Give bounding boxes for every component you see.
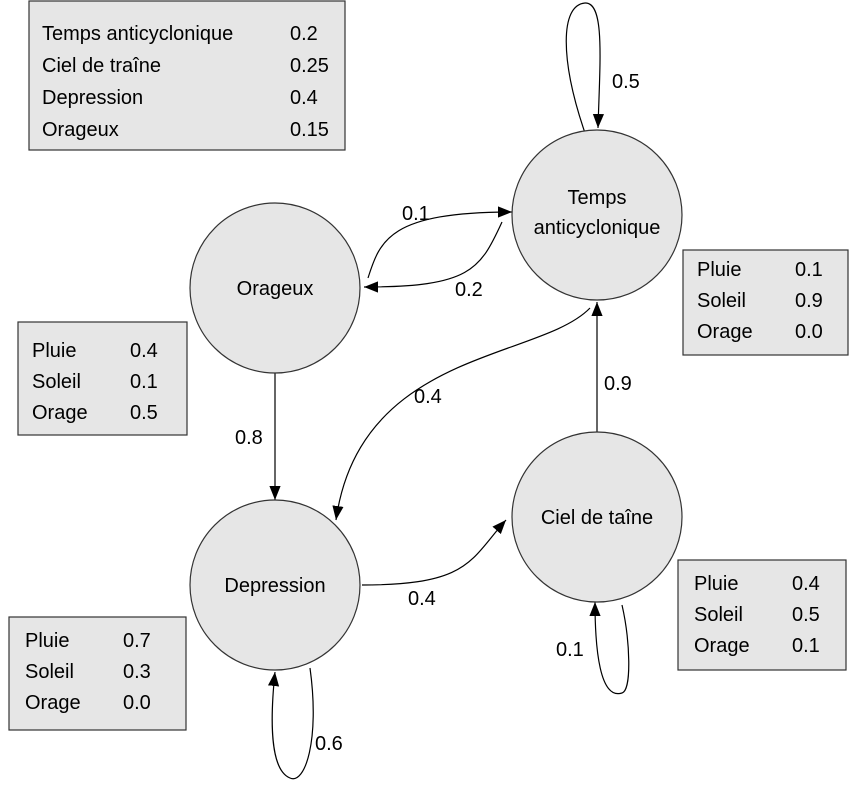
edge-label: 0.4 xyxy=(414,386,442,408)
probability: 0.25 xyxy=(290,55,329,77)
edge-label: 0.1 xyxy=(402,203,430,225)
edge-label: 0.6 xyxy=(315,733,343,755)
state-name: Orageux xyxy=(42,119,119,141)
node-label: Ciel de taîne xyxy=(541,507,653,529)
probability: 0.9 xyxy=(795,290,823,312)
probability: 0.5 xyxy=(130,402,158,424)
state-node xyxy=(189,202,361,374)
edge-arrow xyxy=(332,307,591,521)
emission-name: Orage xyxy=(25,692,81,714)
edge-label: 0.1 xyxy=(556,639,584,661)
probability: 0.5 xyxy=(792,604,820,626)
probability: 0.3 xyxy=(123,661,151,683)
node-label: Temps xyxy=(568,187,627,209)
emission-name: Pluie xyxy=(32,340,76,362)
state-node xyxy=(511,129,683,301)
initial-table: Temps anticyclonique 0.2 Ciel de traîne … xyxy=(42,23,329,141)
node-label: Depression xyxy=(224,575,325,597)
self-loop xyxy=(267,667,314,780)
state-name: Depression xyxy=(42,87,143,109)
emission-name: Pluie xyxy=(697,259,741,281)
emission-table: Pluie 0.4 Soleil 0.1 Orage 0.5 xyxy=(32,340,158,424)
state-node xyxy=(511,431,683,603)
emission-box xyxy=(677,559,847,671)
edge-label: 0.9 xyxy=(604,373,632,395)
probability: 0.7 xyxy=(123,630,151,652)
emission-table: Pluie 0.1 Soleil 0.9 Orage 0.0 xyxy=(697,259,823,343)
probability: 0.15 xyxy=(290,119,329,141)
emission-table: Pluie 0.4 Soleil 0.5 Orage 0.1 xyxy=(694,573,820,657)
state-name: Temps anticyclonique xyxy=(42,23,233,45)
self-loop xyxy=(589,601,630,695)
probability: 0.1 xyxy=(792,635,820,657)
probability: 0.4 xyxy=(290,87,318,109)
edge-label: 0.5 xyxy=(612,71,640,93)
node-label: Orageux xyxy=(237,278,314,300)
edge-label: 0.2 xyxy=(455,279,483,301)
emission-box xyxy=(8,616,187,731)
emission-box xyxy=(17,321,188,436)
edge-arrow xyxy=(367,206,513,279)
probability: 0.2 xyxy=(290,23,318,45)
emission-name: Pluie xyxy=(25,630,69,652)
edge-arrow xyxy=(361,519,507,586)
probability: 0.0 xyxy=(123,692,151,714)
self-loop xyxy=(565,2,605,134)
edge-arrow xyxy=(363,221,503,293)
emission-name: Soleil xyxy=(697,290,746,312)
edge-label: 0.8 xyxy=(235,427,263,449)
emission-name: Orage xyxy=(32,402,88,424)
emission-name: Soleil xyxy=(25,661,74,683)
probability: 0.4 xyxy=(792,573,820,595)
emission-name: Soleil xyxy=(694,604,743,626)
probability: 0.1 xyxy=(795,259,823,281)
probability: 0.4 xyxy=(130,340,158,362)
probability: 0.1 xyxy=(130,371,158,393)
state-name: Ciel de traîne xyxy=(42,55,161,77)
emission-name: Orage xyxy=(697,321,753,343)
emission-box xyxy=(682,249,849,356)
edge-label: 0.4 xyxy=(408,588,436,610)
probability: 0.0 xyxy=(795,321,823,343)
node-label: anticyclonique xyxy=(534,217,661,239)
emission-name: Pluie xyxy=(694,573,738,595)
emission-name: Orage xyxy=(694,635,750,657)
state-node xyxy=(189,499,361,671)
initial-box xyxy=(28,0,346,151)
emission-table: Pluie 0.7 Soleil 0.3 Orage 0.0 xyxy=(25,630,151,714)
emission-name: Soleil xyxy=(32,371,81,393)
